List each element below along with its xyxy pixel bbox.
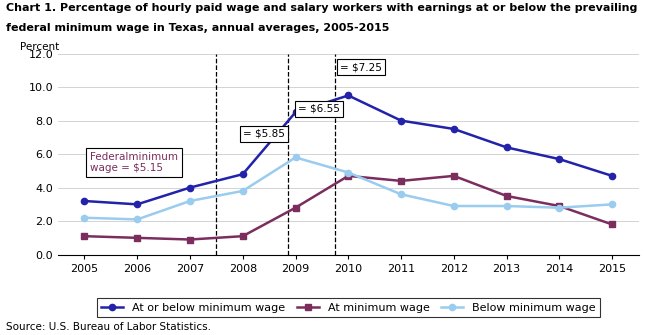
Text: = $6.55: = $6.55	[298, 104, 340, 114]
Below minimum wage	[134, 217, 141, 221]
Text: Chart 1. Percentage of hourly paid wage and salary workers with earnings at or b: Chart 1. Percentage of hourly paid wage …	[6, 3, 638, 13]
Text: federal minimum wage in Texas, annual averages, 2005-2015: federal minimum wage in Texas, annual av…	[6, 23, 390, 34]
Below minimum wage	[397, 192, 405, 196]
Text: = $7.25: = $7.25	[341, 62, 382, 72]
At or below minimum wage	[134, 202, 141, 206]
At minimum wage	[397, 179, 405, 183]
Text: Source: U.S. Bureau of Labor Statistics.: Source: U.S. Bureau of Labor Statistics.	[6, 322, 212, 332]
Below minimum wage	[502, 204, 510, 208]
Line: At minimum wage: At minimum wage	[81, 173, 615, 243]
At or below minimum wage	[397, 119, 405, 123]
Below minimum wage	[292, 155, 299, 159]
At minimum wage	[555, 204, 563, 208]
Below minimum wage	[186, 199, 194, 203]
At minimum wage	[134, 236, 141, 240]
At or below minimum wage	[555, 157, 563, 161]
Below minimum wage	[239, 189, 246, 193]
At minimum wage	[239, 234, 246, 238]
Line: At or below minimum wage: At or below minimum wage	[81, 92, 615, 207]
Below minimum wage	[81, 216, 88, 220]
At minimum wage	[450, 174, 458, 178]
At or below minimum wage	[292, 110, 299, 114]
At minimum wage	[502, 194, 510, 198]
At minimum wage	[608, 222, 616, 226]
At minimum wage	[344, 174, 352, 178]
Below minimum wage	[344, 171, 352, 175]
At or below minimum wage	[239, 172, 246, 176]
Line: Below minimum wage: Below minimum wage	[81, 154, 615, 222]
At minimum wage	[186, 238, 194, 242]
At or below minimum wage	[608, 174, 616, 178]
At minimum wage	[292, 206, 299, 210]
Below minimum wage	[450, 204, 458, 208]
Below minimum wage	[608, 202, 616, 206]
Text: Federalminimum
wage = $5.15: Federalminimum wage = $5.15	[90, 152, 178, 173]
Text: = $5.85: = $5.85	[243, 129, 284, 139]
Below minimum wage	[555, 206, 563, 210]
Text: Percent: Percent	[20, 42, 59, 52]
Legend: At or below minimum wage, At minimum wage, Below minimum wage: At or below minimum wage, At minimum wag…	[97, 298, 600, 317]
At or below minimum wage	[450, 127, 458, 131]
At or below minimum wage	[81, 199, 88, 203]
At minimum wage	[81, 234, 88, 238]
At or below minimum wage	[186, 186, 194, 190]
At or below minimum wage	[502, 145, 510, 149]
At or below minimum wage	[344, 93, 352, 97]
